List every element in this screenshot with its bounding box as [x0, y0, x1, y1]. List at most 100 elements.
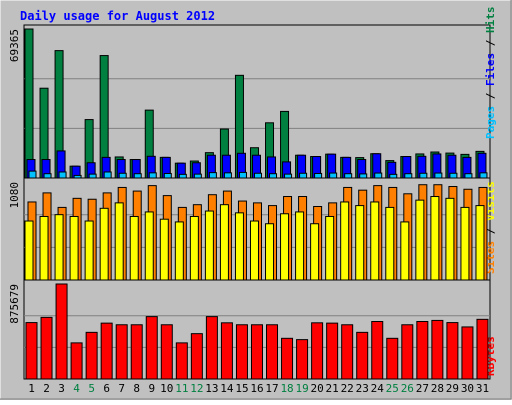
bar-hits-day-1 — [24, 28, 34, 179]
x-tick-label-24: 24 — [371, 382, 385, 395]
bar-visits-day-4 — [69, 215, 79, 281]
bar-kbytes-day-25 — [386, 337, 399, 380]
bar-kbytes-day-6 — [100, 322, 113, 380]
bar-visits-day-23 — [355, 205, 365, 281]
x-tick-label-23: 23 — [356, 382, 369, 395]
bar-visits-day-29 — [445, 197, 455, 281]
bar-visits-day-24 — [370, 201, 380, 281]
bar-visits-day-31 — [475, 205, 485, 281]
y-axis-label-hits-files-pages: Pages / Files / Hits — [484, 7, 497, 140]
y-axis-label-part-hits-files-pages-1: / — [484, 86, 497, 106]
bar-kbytes-day-14 — [220, 322, 233, 380]
bar-kbytes-day-3 — [55, 283, 68, 380]
x-tick-label-12: 12 — [190, 382, 203, 395]
bar-pages-day-5 — [88, 173, 97, 179]
x-tick-label-31: 31 — [476, 382, 489, 395]
bar-kbytes-day-7 — [115, 324, 128, 380]
bar-kbytes-day-18 — [281, 337, 294, 380]
bar-kbytes-day-20 — [311, 322, 324, 380]
x-tick-labels: 1 2 3 4 5 6 7 8 9 10 11 12 13 14 15 16 17 18 19 20 21 22 23 24 2… — [28, 382, 489, 395]
bar-kbytes-day-30 — [461, 326, 474, 380]
x-tick-label-11: 11 — [175, 382, 188, 395]
x-tick-label-14: 14 — [220, 382, 234, 395]
bar-kbytes-day-31 — [476, 318, 489, 380]
bar-pages-day-26 — [404, 173, 413, 179]
bar-pages-day-7 — [118, 172, 127, 179]
bar-visits-day-8 — [129, 215, 139, 281]
bar-visits-day-26 — [400, 221, 410, 281]
x-tick-label-2: 2 — [43, 382, 50, 395]
x-tick-label-1: 1 — [28, 382, 35, 395]
bar-pages-day-24 — [374, 172, 383, 179]
bar-visits-day-6 — [99, 207, 109, 281]
x-tick-label-28: 28 — [431, 382, 444, 395]
bar-visits-day-22 — [340, 201, 350, 281]
bar-visits-day-2 — [39, 215, 49, 281]
x-tick-label-25: 25 — [386, 382, 399, 395]
x-tick-label-6: 6 — [103, 382, 110, 395]
x-tick-label-7: 7 — [118, 382, 125, 395]
x-tick-label-21: 21 — [326, 382, 339, 395]
bar-visits-day-30 — [460, 206, 470, 281]
x-tick-label-17: 17 — [265, 382, 278, 395]
bar-visits-day-1 — [24, 220, 34, 281]
bar-pages-day-12 — [193, 173, 202, 179]
bar-pages-day-27 — [419, 172, 428, 179]
bar-kbytes-day-11 — [175, 342, 188, 380]
bar-pages-day-29 — [449, 172, 458, 179]
y-max-label-sites-visits: 1080 — [8, 182, 21, 209]
bar-visits-day-10 — [159, 218, 169, 281]
x-tick-label-3: 3 — [58, 382, 65, 395]
bar-pages-day-31 — [479, 172, 488, 179]
bar-visits-day-7 — [114, 202, 124, 281]
bar-pages-day-19 — [299, 172, 308, 179]
y-axis-label-part-hits-files-pages-0: Pages — [484, 106, 497, 139]
bar-pages-day-21 — [329, 172, 338, 179]
bar-pages-day-2 — [43, 173, 52, 179]
bar-kbytes-day-2 — [40, 316, 53, 380]
bar-pages-day-20 — [314, 172, 323, 179]
bar-pages-day-30 — [464, 173, 473, 179]
bar-visits-day-17 — [265, 223, 275, 281]
bar-pages-day-10 — [163, 172, 172, 179]
bar-visits-day-15 — [234, 212, 244, 281]
bar-pages-day-6 — [103, 171, 112, 179]
x-tick-label-27: 27 — [416, 382, 429, 395]
bar-visits-day-27 — [415, 199, 425, 281]
bar-kbytes-day-16 — [250, 324, 263, 380]
bar-pages-day-13 — [208, 172, 217, 179]
x-tick-label-9: 9 — [148, 382, 155, 395]
x-tick-label-15: 15 — [235, 382, 248, 395]
bar-visits-day-25 — [385, 206, 395, 281]
bar-kbytes-day-21 — [326, 322, 339, 380]
y-axis-label-part-hits-files-pages-3: / — [484, 33, 497, 53]
bar-visits-day-3 — [54, 214, 64, 281]
bar-pages-day-25 — [389, 173, 398, 179]
bar-pages-day-18 — [284, 173, 293, 179]
y-max-label-kbytes: 875679 — [8, 284, 21, 324]
bar-kbytes-day-28 — [431, 319, 444, 380]
x-tick-label-5: 5 — [88, 382, 95, 395]
bar-visits-day-13 — [204, 210, 214, 281]
x-tick-label-18: 18 — [280, 382, 293, 395]
x-tick-label-26: 26 — [401, 382, 414, 395]
bar-visits-day-19 — [295, 211, 305, 281]
bar-pages-day-8 — [133, 173, 142, 179]
chart-title: Daily usage for August 2012 — [20, 9, 215, 23]
bar-kbytes-day-15 — [235, 324, 248, 380]
bar-kbytes-day-9 — [145, 316, 158, 380]
bar-visits-day-28 — [430, 196, 440, 281]
bar-kbytes-day-22 — [341, 324, 354, 380]
bar-pages-day-1 — [28, 170, 37, 179]
bar-pages-day-28 — [434, 172, 443, 179]
bar-pages-day-11 — [178, 173, 187, 179]
y-axis-label-part-hits-files-pages-2: Files — [484, 53, 497, 86]
bar-visits-day-21 — [325, 215, 335, 281]
bar-visits-day-14 — [219, 204, 229, 281]
panel-hits-files-pages: 69365 Pages / Files / Hits — [8, 7, 497, 179]
bar-pages-day-16 — [253, 172, 262, 179]
bar-pages-day-23 — [359, 173, 368, 179]
x-tick-label-10: 10 — [160, 382, 173, 395]
